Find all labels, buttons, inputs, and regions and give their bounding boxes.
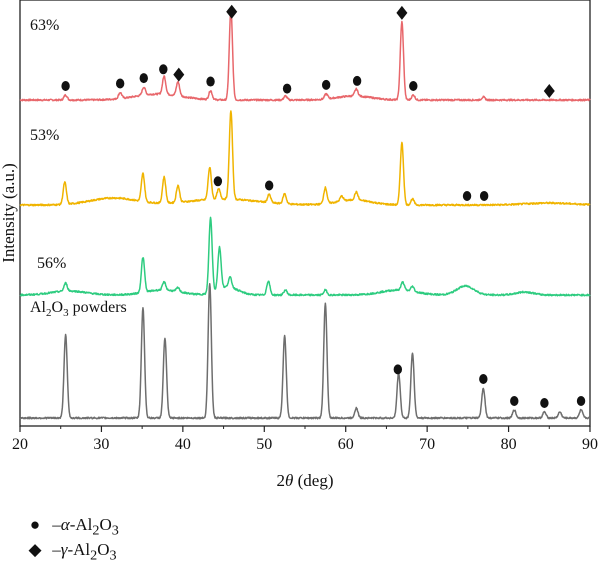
gamma-marker [543,84,555,98]
alpha-marker [479,190,489,201]
marker-layer [61,4,586,408]
series-line-1 [19,110,591,207]
alpha-marker [61,80,70,91]
circle-icon: ● [29,515,41,534]
series-label-1: 53% [30,127,59,144]
x-tick-label: 40 [175,436,191,453]
series-label-0: 63% [30,17,59,34]
alpha-marker [159,64,168,75]
alpha-marker [540,398,549,408]
x-tick-label: 70 [419,436,435,453]
gamma-marker [226,4,238,19]
legend-alpha: ● –α-Al2O3 [22,515,119,539]
alpha-marker [206,76,215,87]
series-line-3 [19,282,591,420]
series-line-0 [19,8,591,102]
alpha-marker [393,364,403,375]
x-tick-label: 80 [501,436,517,453]
alpha-marker [510,396,519,406]
gamma-marker [396,5,408,20]
series-line-2 [19,216,591,297]
plot-frame [19,0,591,427]
diamond-icon: ◆ [28,540,42,559]
series-label-2: 56% [37,255,66,272]
alpha-marker [479,374,488,384]
alpha-marker [576,396,586,406]
alpha-marker [409,80,418,91]
alpha-marker [282,83,292,94]
series-label-3: Al2O3 powders [30,299,127,319]
gamma-marker [173,67,185,82]
x-tick-label: 50 [256,436,272,453]
x-tick-label: 90 [582,436,598,453]
x-tick-label: 60 [338,436,354,453]
series-layer [19,8,591,420]
legend-gamma: ◆ –γ-Al2O3 [22,540,116,564]
alpha-marker [352,75,362,86]
alpha-marker [264,180,274,191]
x-tick-label: 30 [93,436,109,453]
alpha-marker [213,176,223,187]
alpha-marker [139,73,148,84]
alpha-marker [462,190,472,201]
x-tick-label: 20 [12,436,28,453]
x-tick-layer: 20 30 40 50 60 70 80 90 [12,426,598,453]
x-axis-label: 2θ (deg) [277,471,334,490]
y-axis-label: Intensity (a.u.) [0,163,18,263]
alpha-marker [321,79,331,90]
label-layer: 63% 53% 56% Al2O3 powders [30,17,127,319]
alpha-marker [115,78,125,89]
